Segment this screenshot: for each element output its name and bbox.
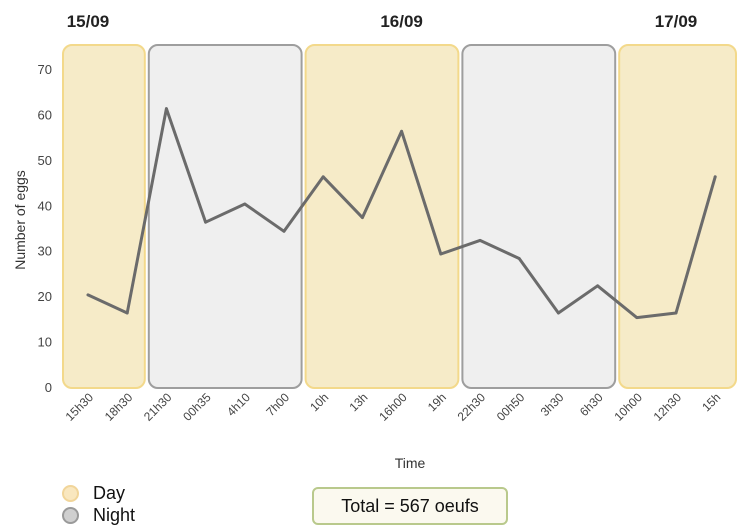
legend-item-day: Day xyxy=(62,482,135,504)
period-band-night-4 xyxy=(461,44,617,389)
y-tick-label: 40 xyxy=(38,198,52,213)
legend-night-swatch xyxy=(62,506,79,524)
date-label-2: 16/09 xyxy=(380,12,423,31)
data-point xyxy=(361,216,364,220)
x-tick-label: 00h35 xyxy=(180,390,214,424)
total-eggs-text: Total = 567 oeufs xyxy=(341,495,479,516)
egg-count-chart: 15/09 16/09 17/09 0 10 20 30 40 50 60 70 15h30 18h… xyxy=(12,12,737,471)
x-tick-label: 16h00 xyxy=(376,390,410,424)
y-tick-label: 30 xyxy=(38,244,52,259)
date-label-1: 15/09 xyxy=(67,12,110,31)
data-point xyxy=(86,293,90,297)
x-tick-label: 7h00 xyxy=(263,390,292,419)
x-tick-label: 00h50 xyxy=(494,390,528,424)
x-axis-title: Time xyxy=(395,455,426,471)
y-axis: 0 10 20 30 40 50 60 70 xyxy=(38,62,52,395)
data-series xyxy=(86,107,717,320)
data-point xyxy=(282,229,286,233)
y-tick-label: 20 xyxy=(38,289,52,304)
legend-day-swatch xyxy=(62,484,79,502)
legend-item-night: Night xyxy=(62,504,135,526)
y-tick-label: 0 xyxy=(45,380,52,395)
x-tick-label: 4h10 xyxy=(224,390,253,419)
data-point xyxy=(439,252,443,256)
y-axis-title: Number of eggs xyxy=(12,170,28,270)
date-labels: 15/09 16/09 17/09 xyxy=(67,12,698,31)
data-point xyxy=(321,175,325,179)
data-point xyxy=(713,175,717,179)
data-point xyxy=(165,107,168,111)
data-point xyxy=(635,316,639,319)
date-label-3: 17/09 xyxy=(655,12,698,31)
data-point xyxy=(674,311,678,315)
x-tick-label: 15h xyxy=(699,390,723,414)
y-tick-label: 60 xyxy=(38,107,52,122)
x-tick-label: 10h xyxy=(307,390,331,414)
y-tick-label: 10 xyxy=(38,335,52,350)
period-band-day-1 xyxy=(62,44,146,389)
x-tick-label: 13h xyxy=(346,390,370,414)
y-tick-label: 50 xyxy=(38,153,52,168)
legend-night-label: Night xyxy=(93,504,136,525)
x-tick-label: 3h30 xyxy=(538,390,567,419)
period-bands xyxy=(62,44,737,389)
period-band-day-5 xyxy=(618,44,737,389)
data-point xyxy=(478,238,482,242)
data-point xyxy=(125,311,129,315)
data-point xyxy=(204,220,208,224)
data-point xyxy=(596,284,599,288)
x-tick-label: 19h xyxy=(425,390,449,414)
data-point xyxy=(243,202,247,206)
x-tick-label: 18h30 xyxy=(102,390,136,424)
x-tick-label: 6h30 xyxy=(577,390,606,419)
data-point xyxy=(557,311,560,315)
x-tick-label: 22h30 xyxy=(455,390,489,424)
x-tick-label: 15h30 xyxy=(63,390,97,424)
period-band-night-2 xyxy=(147,44,303,389)
total-eggs-box: Total = 567 oeufs xyxy=(312,487,508,525)
x-tick-label: 21h30 xyxy=(141,390,175,424)
x-axis: 15h30 18h30 21h30 00h35 4h10 7h00 10h 13h 16h00 1… xyxy=(63,390,724,424)
x-tick-label: 12h30 xyxy=(651,390,685,424)
legend-day-label: Day xyxy=(93,482,126,503)
data-point xyxy=(517,257,521,260)
period-band-day-3 xyxy=(304,44,460,389)
legend: Day Night xyxy=(62,482,135,526)
y-tick-label: 70 xyxy=(38,62,52,77)
x-tick-label: 10h00 xyxy=(611,390,645,424)
data-point xyxy=(400,129,403,133)
